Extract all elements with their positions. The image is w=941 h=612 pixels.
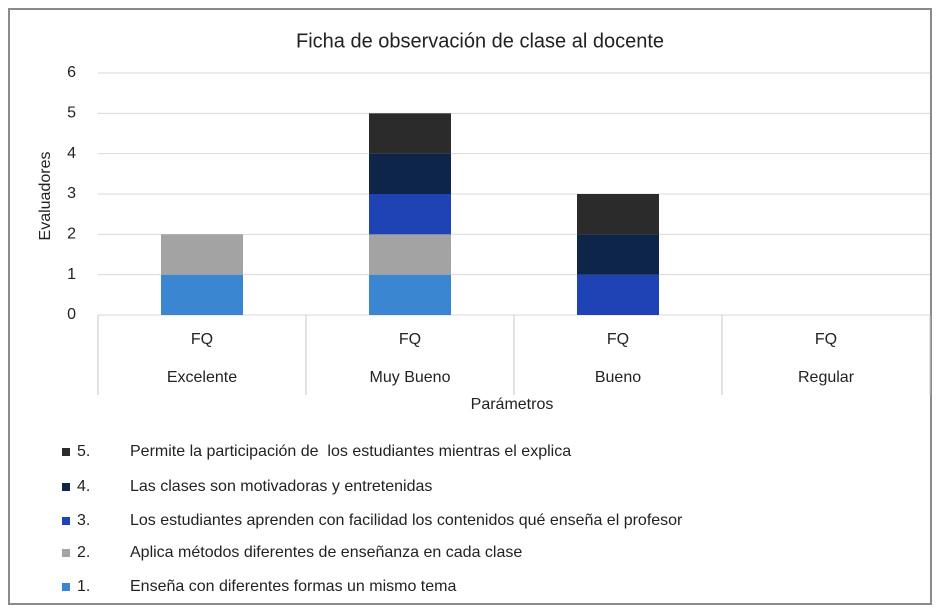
y-tick-label: 4 [67, 145, 76, 162]
legend-swatch [62, 549, 70, 557]
y-tick-label: 2 [67, 226, 76, 243]
bar-segment [161, 234, 243, 275]
bar-segment [577, 274, 659, 315]
legend-number: 3. [77, 512, 90, 529]
x-subcategory-label: FQ [191, 331, 213, 348]
legend-number: 1. [77, 578, 90, 595]
legend-label: Las clases son motivadoras y entretenida… [130, 478, 432, 495]
bar-segment [369, 274, 451, 315]
bar-segment [161, 274, 243, 315]
x-tick-label: Excelente [167, 369, 237, 386]
legend-number: 4. [77, 478, 90, 495]
legend-label: Los estudiantes aprenden con facilidad l… [130, 512, 683, 529]
legend-swatch [62, 483, 70, 491]
legend-swatch [62, 448, 70, 456]
x-subcategory-label: FQ [399, 331, 421, 348]
x-tick-label: Muy Bueno [370, 369, 451, 386]
bar-segment [577, 194, 659, 235]
y-tick-label: 5 [67, 105, 76, 122]
x-axis-title: Parámetros [471, 396, 554, 413]
y-tick-label: 3 [67, 185, 76, 202]
x-tick-label: Regular [798, 369, 855, 386]
y-tick-label: 0 [67, 306, 76, 323]
y-axis-title: Evaluadores [37, 152, 54, 241]
legend-number: 5. [77, 443, 90, 460]
x-subcategory-label: FQ [815, 331, 837, 348]
y-tick-label: 6 [67, 64, 76, 81]
bar-segment [369, 113, 451, 154]
legend-label: Enseña con diferentes formas un mismo te… [130, 578, 456, 595]
bar-segment [369, 194, 451, 235]
y-tick-label: 1 [67, 266, 76, 283]
bar-segment [577, 234, 659, 275]
bar-segment [369, 234, 451, 275]
x-tick-label: Bueno [595, 369, 641, 386]
legend-number: 2. [77, 544, 90, 561]
legend-swatch [62, 583, 70, 591]
chart-title: Ficha de observación de clase al docente [296, 30, 664, 52]
legend-label: Permite la participación de los estudian… [130, 443, 571, 460]
legend-label: Aplica métodos diferentes de enseñanza e… [130, 544, 522, 561]
bar-segment [369, 153, 451, 194]
legend-swatch [62, 517, 70, 525]
x-subcategory-label: FQ [607, 331, 629, 348]
